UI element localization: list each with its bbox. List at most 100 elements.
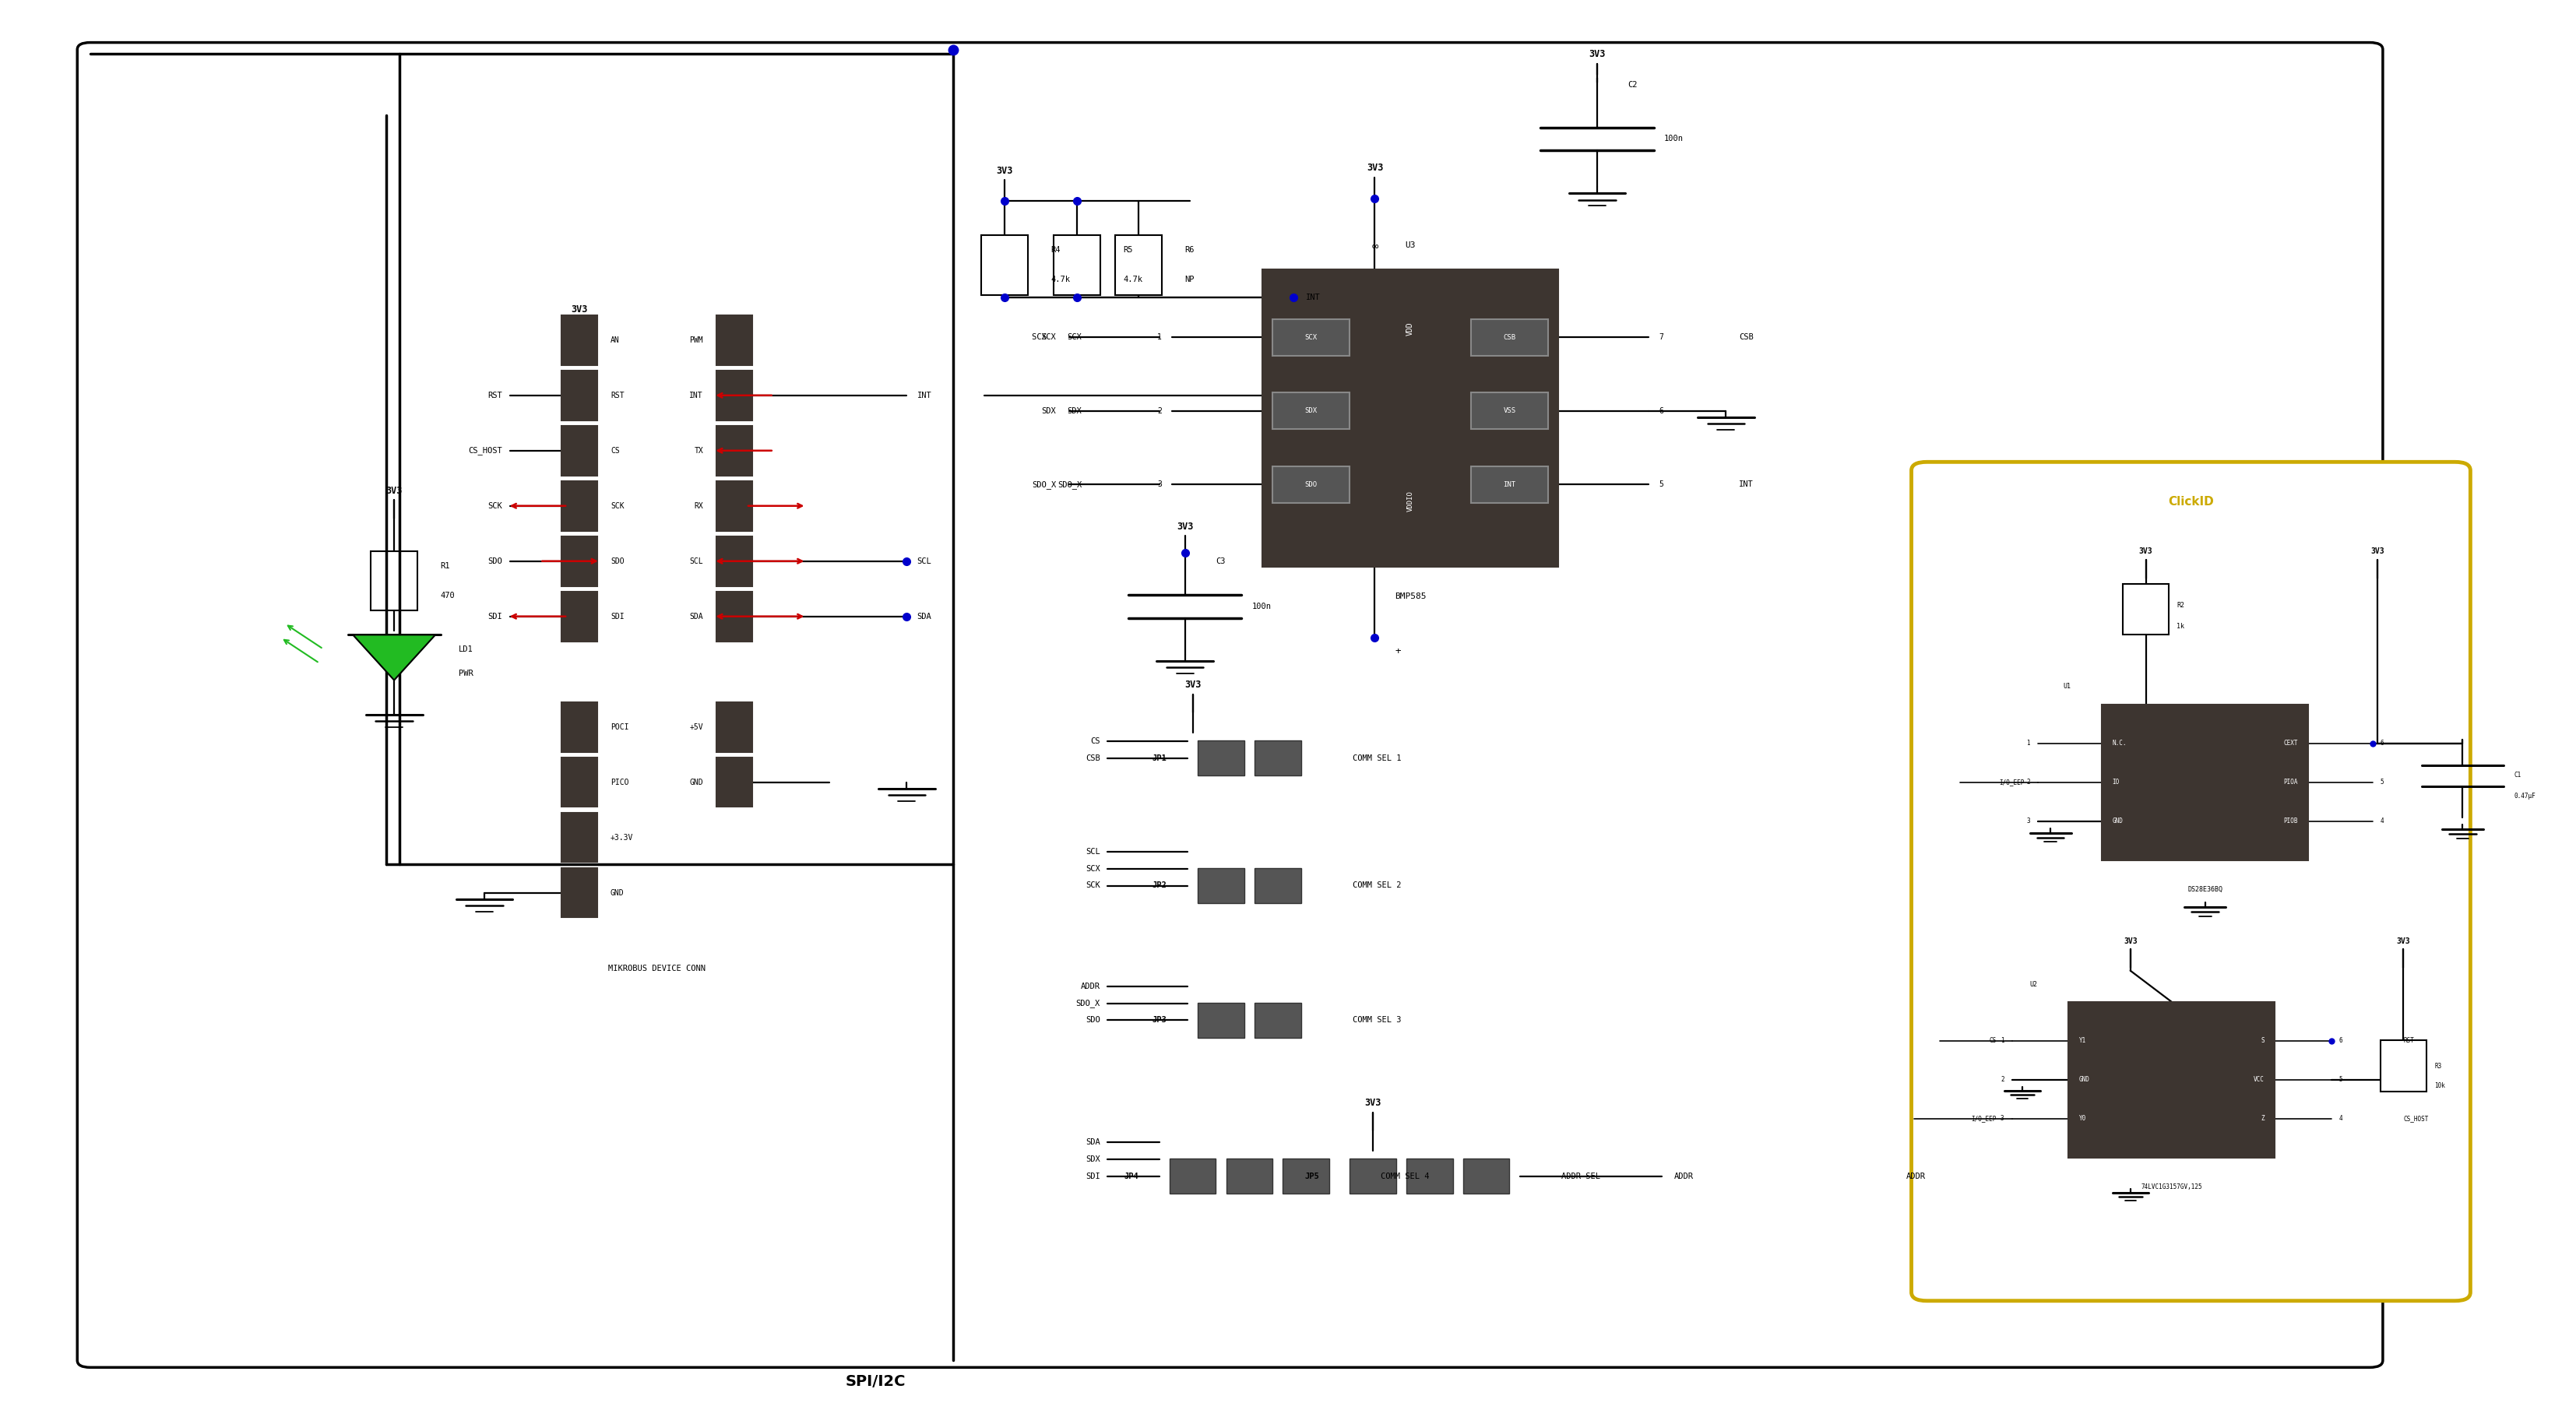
Text: R1: R1 bbox=[440, 563, 451, 570]
Text: JP2: JP2 bbox=[1151, 881, 1167, 890]
Text: R2: R2 bbox=[2177, 602, 2184, 608]
Text: AN: AN bbox=[611, 336, 621, 344]
Text: MIKROBUS DEVICE CONN: MIKROBUS DEVICE CONN bbox=[608, 965, 706, 972]
Bar bbox=[1471, 466, 1548, 503]
Text: COMM SEL 1: COMM SEL 1 bbox=[1352, 754, 1401, 762]
Text: 6: 6 bbox=[2339, 1037, 2342, 1044]
Text: PIOA: PIOA bbox=[2282, 779, 2298, 785]
Text: TX: TX bbox=[693, 446, 703, 455]
Text: +5V: +5V bbox=[690, 723, 703, 731]
Text: PICO: PICO bbox=[611, 778, 629, 786]
Text: 470: 470 bbox=[440, 592, 456, 599]
Bar bbox=[562, 315, 598, 364]
Bar bbox=[1350, 1159, 1396, 1193]
Text: SDO: SDO bbox=[611, 557, 623, 565]
Bar bbox=[716, 370, 752, 419]
Text: RST: RST bbox=[487, 391, 502, 400]
Text: 4: 4 bbox=[2380, 818, 2383, 825]
Text: Y1: Y1 bbox=[2079, 1037, 2087, 1044]
Text: I/O_EEP: I/O_EEP bbox=[1971, 1115, 1996, 1122]
Text: BMP585: BMP585 bbox=[1394, 592, 1427, 599]
Bar bbox=[1255, 867, 1301, 904]
Bar bbox=[2069, 1002, 2275, 1158]
Text: Y0: Y0 bbox=[2079, 1115, 2087, 1122]
Text: 100n: 100n bbox=[1664, 135, 1685, 143]
Text: 2: 2 bbox=[2027, 779, 2030, 785]
Text: VDD: VDD bbox=[1406, 322, 1414, 336]
Text: SDA: SDA bbox=[917, 612, 933, 621]
Text: 6: 6 bbox=[1659, 407, 1664, 415]
Bar bbox=[1262, 269, 1558, 567]
Text: CSB: CSB bbox=[1084, 754, 1100, 762]
Text: NP: NP bbox=[1185, 276, 1195, 283]
Text: 3V3: 3V3 bbox=[386, 486, 402, 496]
Text: COMM SEL 4: COMM SEL 4 bbox=[1381, 1172, 1430, 1180]
Bar bbox=[1406, 1159, 1453, 1193]
Text: RST: RST bbox=[2403, 1037, 2414, 1044]
Text: SCL: SCL bbox=[690, 557, 703, 565]
Text: ADDR: ADDR bbox=[1906, 1172, 1927, 1180]
Text: 3V3: 3V3 bbox=[1185, 680, 1200, 690]
Text: 3V3: 3V3 bbox=[2370, 548, 2385, 555]
Text: SCK: SCK bbox=[487, 502, 502, 510]
Bar bbox=[562, 813, 598, 862]
Text: SDO_X: SDO_X bbox=[1059, 480, 1082, 489]
Text: +: + bbox=[1396, 646, 1401, 656]
Text: 74LVC1G3157GV,125: 74LVC1G3157GV,125 bbox=[2141, 1183, 2202, 1190]
Text: +3.3V: +3.3V bbox=[611, 833, 634, 842]
Bar bbox=[1273, 319, 1350, 356]
Text: 3V3: 3V3 bbox=[997, 166, 1012, 176]
Text: ADDR: ADDR bbox=[1674, 1172, 1695, 1180]
Text: CEXT: CEXT bbox=[2282, 740, 2298, 747]
Bar bbox=[1198, 1003, 1244, 1037]
Text: COMM SEL 2: COMM SEL 2 bbox=[1352, 881, 1401, 890]
Text: Z: Z bbox=[2262, 1115, 2264, 1122]
Text: 3: 3 bbox=[2002, 1115, 2004, 1122]
Text: SDO_X: SDO_X bbox=[1033, 480, 1056, 489]
Text: R4: R4 bbox=[1051, 247, 1061, 254]
Text: 4.7k: 4.7k bbox=[1123, 276, 1144, 283]
Text: 5: 5 bbox=[2380, 779, 2383, 785]
Text: INT: INT bbox=[917, 391, 933, 400]
Text: GND: GND bbox=[2112, 818, 2123, 825]
Text: SDO: SDO bbox=[1306, 482, 1316, 487]
Text: 3V3: 3V3 bbox=[1589, 50, 1605, 60]
Text: SCX: SCX bbox=[1306, 334, 1316, 340]
Text: CSB: CSB bbox=[1504, 334, 1515, 340]
Text: SDX: SDX bbox=[1084, 1155, 1100, 1163]
Text: 10k: 10k bbox=[2434, 1083, 2445, 1090]
Text: ClickID: ClickID bbox=[2169, 496, 2213, 507]
Text: SDA: SDA bbox=[690, 612, 703, 621]
Bar bbox=[1115, 235, 1162, 295]
Text: 5: 5 bbox=[2339, 1077, 2342, 1083]
Bar bbox=[1198, 867, 1244, 904]
Text: 2: 2 bbox=[1157, 407, 1162, 415]
Text: 7: 7 bbox=[1659, 333, 1664, 341]
Text: CS: CS bbox=[1090, 737, 1100, 745]
Text: INT: INT bbox=[1504, 482, 1515, 487]
Text: 1: 1 bbox=[2027, 740, 2030, 747]
Text: RX: RX bbox=[693, 502, 703, 510]
Bar bbox=[716, 592, 752, 640]
Text: 3V3: 3V3 bbox=[1177, 521, 1193, 531]
Bar bbox=[1471, 393, 1548, 429]
Text: SCX: SCX bbox=[1030, 333, 1051, 341]
Bar bbox=[716, 536, 752, 587]
Text: R5: R5 bbox=[1123, 247, 1133, 254]
Text: LD1: LD1 bbox=[459, 645, 474, 653]
Bar bbox=[1170, 1159, 1216, 1193]
Bar bbox=[1054, 235, 1100, 295]
Bar bbox=[2123, 584, 2169, 635]
Text: SDI: SDI bbox=[487, 612, 502, 621]
Text: U1: U1 bbox=[2063, 683, 2071, 690]
Bar bbox=[562, 592, 598, 640]
Text: PWM: PWM bbox=[690, 336, 703, 344]
Text: SDI: SDI bbox=[611, 612, 623, 621]
Bar bbox=[1273, 393, 1350, 429]
Text: 3V3: 3V3 bbox=[1365, 1098, 1381, 1108]
Text: C2: C2 bbox=[1628, 81, 1638, 89]
Text: I/O_EEP: I/O_EEP bbox=[1999, 779, 2025, 785]
Bar bbox=[716, 703, 752, 752]
Text: R6: R6 bbox=[1185, 247, 1195, 254]
Text: 0.47μF: 0.47μF bbox=[2514, 794, 2535, 799]
